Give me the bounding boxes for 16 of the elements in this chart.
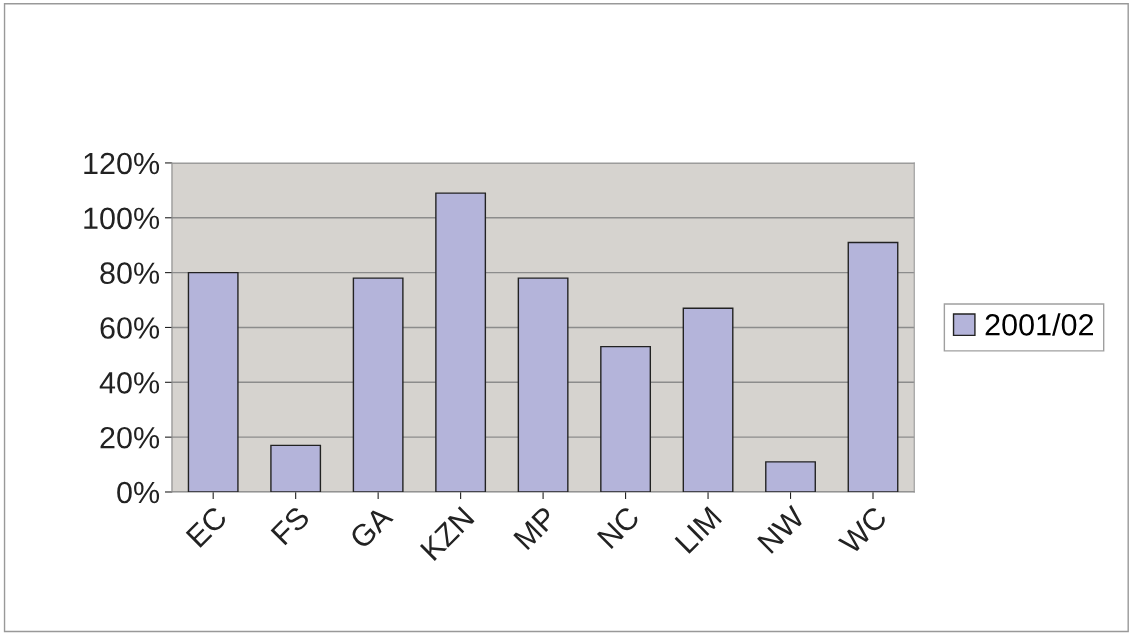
y-tick-label: 20% [100,426,160,449]
y-tick-label: 40% [99,372,160,394]
y-tick-label: 100% [84,207,160,230]
y-tick-label: 0% [117,481,160,504]
y-tick-label: 80% [100,262,160,284]
y-tick-label: 60% [100,317,160,339]
x-tick-label: WC [837,505,889,556]
y-tick-label: 120% [84,152,160,175]
x-tick-label: LIM [674,506,722,554]
x-tick-label: GA [348,504,394,550]
legend-label: 2001/02 [985,313,1093,336]
x-tick-label: NW [757,504,807,554]
x-tick-label: EC [185,505,229,548]
x-tick-label: FS [270,505,311,546]
x-tick-label: NC [596,505,641,550]
x-tick-label: MP [513,505,558,551]
